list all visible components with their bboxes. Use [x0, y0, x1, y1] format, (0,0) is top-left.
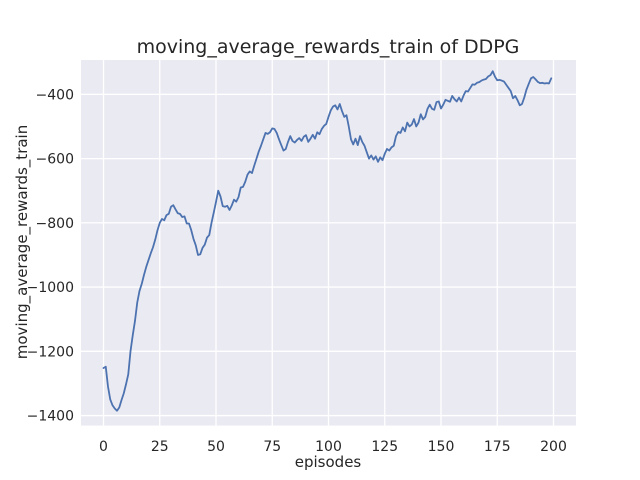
- x-tick-label-200: 200: [540, 439, 567, 455]
- y-tick-label--600: −600: [36, 152, 74, 168]
- x-tick-label-175: 175: [484, 439, 511, 455]
- y-tick-label--1200: −1200: [27, 344, 74, 360]
- x-tick-label-100: 100: [315, 439, 342, 455]
- y-axis-label: moving_average_rewards_train: [13, 124, 31, 360]
- x-tick-label-75: 75: [263, 439, 281, 455]
- x-tick-label-150: 150: [428, 439, 455, 455]
- x-tick-label-25: 25: [151, 439, 169, 455]
- x-tick-label-0: 0: [99, 439, 108, 455]
- x-tick-label-50: 50: [207, 439, 225, 455]
- y-tick-label--800: −800: [36, 216, 74, 232]
- y-tick-label--1400: −1400: [27, 409, 74, 425]
- y-tick-label--400: −400: [36, 87, 74, 103]
- x-axis-label: episodes: [294, 453, 362, 471]
- x-tick-label-125: 125: [371, 439, 398, 455]
- data-line: [102, 70, 553, 412]
- chart-title: moving_average_rewards_train of DDPG: [136, 36, 520, 58]
- y-tick-label--1000: −1000: [27, 280, 74, 296]
